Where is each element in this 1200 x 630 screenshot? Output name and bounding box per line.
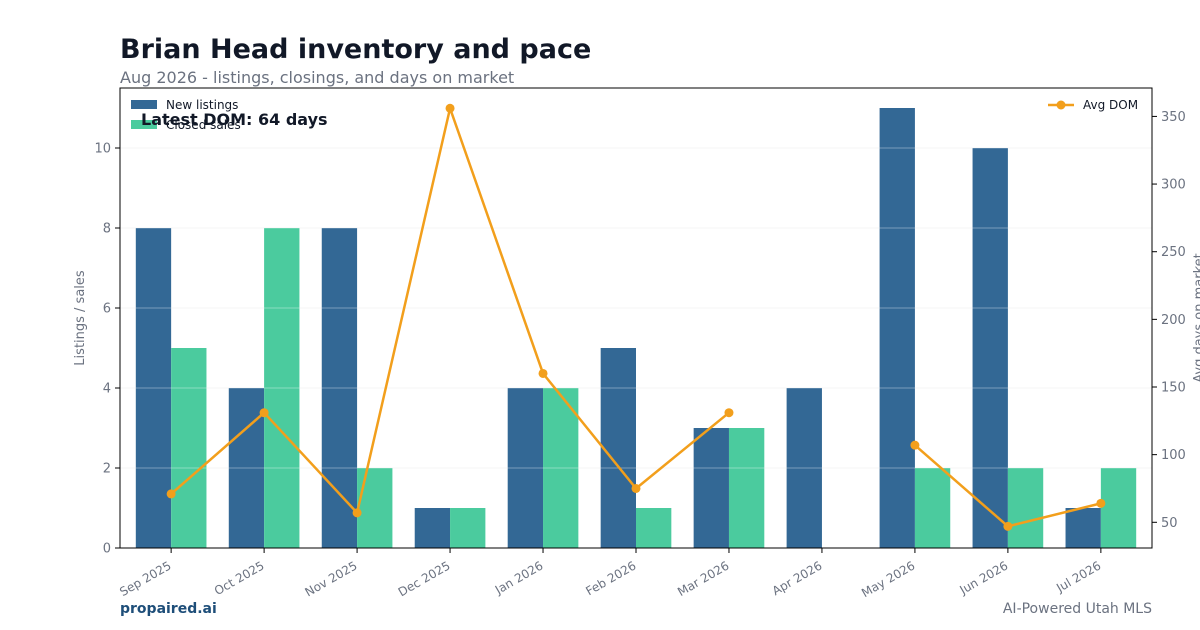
x-tick-label-2: Nov 2025 [303,558,360,599]
avg-dom-point-0 [166,489,176,499]
x-tick-label-8: May 2026 [859,558,917,600]
bar-layer [120,108,1152,548]
plot-frame [119,87,1153,549]
avg-dom-point-8 [910,440,920,450]
y-tick-label-3: 6 [103,302,111,317]
latest-dom-annotation: Latest DOM: 64 days [141,110,328,129]
x-tick-label-3: Dec 2025 [396,558,453,599]
legend-swatch-closed-sales [131,120,157,129]
y2-tick-label-4: 250 [1161,245,1186,260]
bar-closed-sales-2 [357,468,393,548]
legend-left: New listings Closed sales [131,98,241,132]
legend-marker-avg-dom [1056,100,1066,110]
y2-axis-label: Avg days on market [1192,253,1200,383]
bar-closed-sales-10 [1100,468,1137,548]
bar-closed-sales-3 [450,508,486,548]
avg-dom-point-1 [259,408,269,418]
x-tick-label-4: Jan 2026 [492,558,546,597]
y-axis-label: Listings / sales [73,270,88,366]
line-layer [166,103,1106,531]
legend-swatch-new-listings [131,100,157,109]
avg-dom-point-10 [1096,498,1106,508]
y-tick-label-0: 0 [103,542,111,557]
y2-tick-label-6: 350 [1161,110,1186,125]
bar-new-listings-8 [879,108,915,548]
avg-dom-point-5 [631,483,641,493]
bar-closed-sales-1 [264,228,300,548]
legend-right: Avg DOM [1048,98,1138,112]
bar-new-listings-3 [414,508,451,548]
bar-closed-sales-5 [636,508,672,548]
x-tick-label-5: Feb 2026 [583,558,638,598]
y-tick-label-4: 8 [103,222,111,237]
bar-closed-sales-0 [171,348,207,548]
x-tick-label-7: Apr 2026 [770,558,825,598]
avg-dom-point-3 [445,103,455,113]
bar-new-listings-5 [600,348,636,548]
legend-label-new-listings: New listings [166,98,238,112]
footer-tagline: AI-Powered Utah MLS [1002,601,1152,617]
x-tick-label-6: Mar 2026 [675,558,731,599]
bar-new-listings-9 [972,148,1008,548]
avg-dom-point-2 [352,508,362,518]
avg-dom-point-6 [724,408,734,418]
avg-dom-point-9 [1003,521,1013,531]
legend-label-closed-sales: Closed sales [166,118,241,132]
bar-closed-sales-4 [543,388,579,548]
y-tick-label-1: 2 [103,462,111,477]
y2-tick-label-3: 200 [1161,313,1186,328]
x-tick-label-0: Sep 2025 [117,558,173,599]
legend-label-avg-dom: Avg DOM [1083,98,1138,112]
y2-tick-label-5: 300 [1161,178,1186,193]
bar-new-listings-1 [228,388,265,548]
bar-new-listings-4 [507,388,544,548]
chart-title: Brian Head inventory and pace [120,34,592,65]
bar-closed-sales-6 [728,428,765,548]
y2-tick-label-2: 150 [1161,381,1186,396]
x-tick-label-1: Oct 2025 [212,558,267,598]
x-tick-label-9: Jun 2026 [957,558,1011,597]
bar-new-listings-7 [786,388,822,548]
bar-new-listings-0 [135,228,172,548]
footer-brand: propaired.ai [120,601,217,617]
bar-closed-sales-9 [1007,468,1044,548]
y-tick-label-2: 4 [103,382,111,397]
x-tick-label-10: Jul 2026 [1053,558,1103,595]
y-tick-label-5: 10 [94,142,111,157]
y2-tick-label-1: 100 [1161,448,1186,463]
bar-new-listings-6 [693,428,729,548]
y2-tick-label-0: 50 [1161,516,1178,531]
avg-dom-point-4 [538,368,548,378]
chart-subtitle: Aug 2026 - listings, closings, and days … [120,68,515,87]
bar-new-listings-10 [1065,508,1101,548]
bar-closed-sales-8 [914,468,951,548]
